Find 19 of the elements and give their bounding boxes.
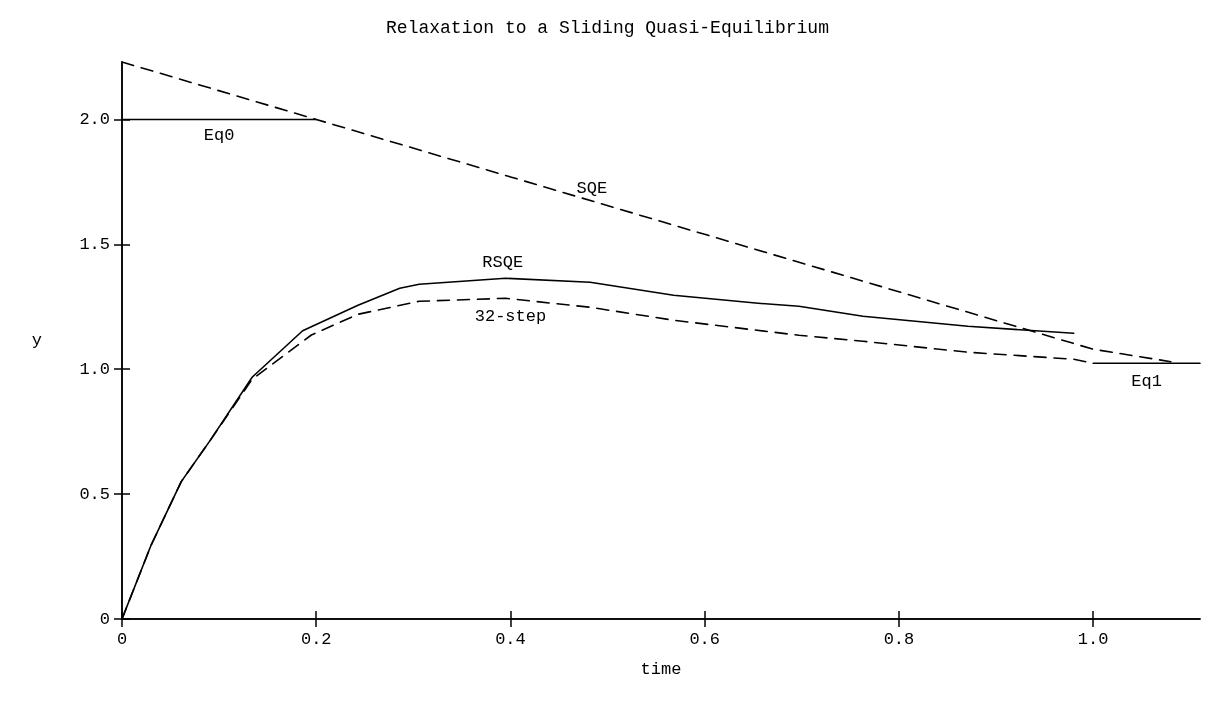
series-label: Eq1 xyxy=(1131,371,1162,391)
x-tick-label: 1.0 xyxy=(1077,630,1109,649)
y-tick-label: 0.5 xyxy=(79,484,110,504)
series-label: RSQE xyxy=(482,253,524,273)
x-tick-label: 0.8 xyxy=(883,630,915,649)
x-tick-label: 0.2 xyxy=(300,630,332,649)
y-tick-label: 1.5 xyxy=(79,234,110,254)
chart-title: Relaxation to a Sliding Quasi-Equilibrium xyxy=(386,18,829,38)
series-label: 32-step xyxy=(474,307,547,327)
x-tick-label: 0 xyxy=(116,630,128,649)
y-axis-title: y xyxy=(31,331,42,350)
y-tick-label: 1.0 xyxy=(79,359,110,379)
series-label: SQE xyxy=(576,178,608,198)
y-tick-label: 2.0 xyxy=(79,109,110,129)
y-tick-label: 0 xyxy=(99,609,110,629)
x-tick-label: 0.6 xyxy=(689,630,721,649)
x-axis-title: time xyxy=(640,660,682,679)
series-label: Eq0 xyxy=(203,125,235,145)
x-tick-label: 0.4 xyxy=(495,630,526,649)
